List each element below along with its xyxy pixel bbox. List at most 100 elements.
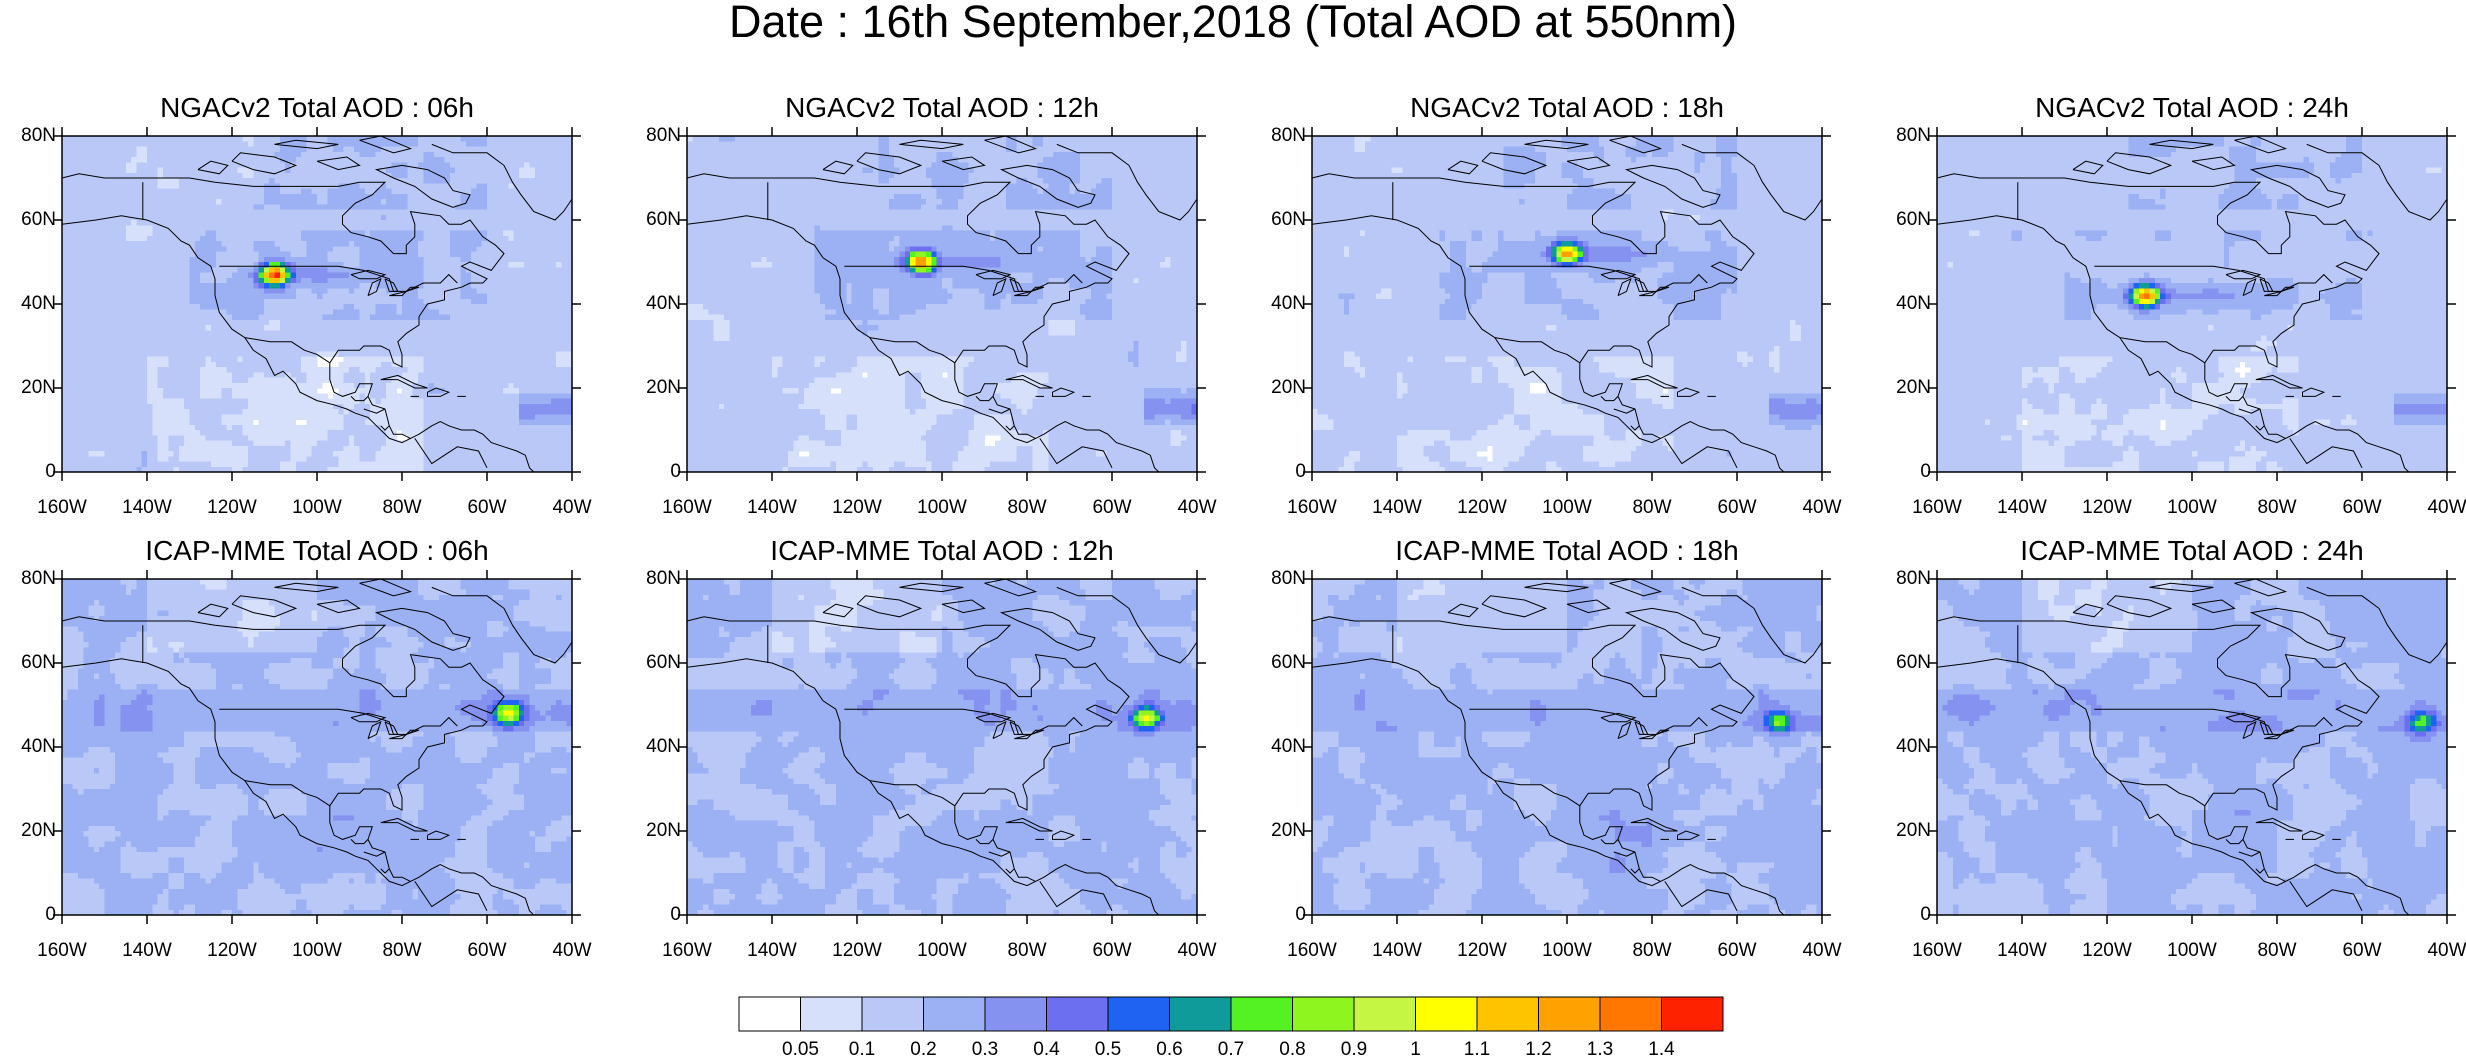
colorbar-label: 1.3 bbox=[1570, 1040, 1630, 1060]
lon-tick-label: 120W bbox=[1447, 498, 1517, 518]
lon-tick-label: 40W bbox=[1162, 498, 1232, 518]
panel-title: NGACv2 Total AOD : 24h bbox=[1937, 93, 2447, 123]
lon-tick-label: 40W bbox=[537, 498, 607, 518]
lat-tick-label: 20N bbox=[1871, 378, 1931, 398]
lon-tick-label: 60W bbox=[452, 498, 522, 518]
colorbar-swatch bbox=[1293, 997, 1355, 1031]
lon-tick-label: 80W bbox=[1617, 941, 1687, 961]
lon-tick-label: 100W bbox=[907, 941, 977, 961]
colorbar-swatch bbox=[1170, 997, 1232, 1031]
lon-tick-label: 40W bbox=[2412, 498, 2466, 518]
colorbar-swatch bbox=[739, 997, 801, 1031]
figure-title: Date : 16th September,2018 (Total AOD at… bbox=[0, 0, 2466, 44]
lon-tick-label: 120W bbox=[1447, 941, 1517, 961]
aod-map-panel bbox=[1937, 579, 2447, 915]
colorbar-swatch bbox=[985, 997, 1047, 1031]
lat-tick-label: 20N bbox=[1246, 821, 1306, 841]
colorbar-swatch bbox=[1662, 997, 1724, 1031]
lon-tick-label: 80W bbox=[2242, 498, 2312, 518]
lon-tick-label: 80W bbox=[367, 498, 437, 518]
colorbar-swatch bbox=[1108, 997, 1170, 1031]
colorbar-swatch bbox=[1416, 997, 1478, 1031]
lon-tick-label: 140W bbox=[1362, 498, 1432, 518]
colorbar-label: 0.1 bbox=[832, 1040, 892, 1060]
lon-tick-label: 80W bbox=[367, 941, 437, 961]
lat-tick-label: 40N bbox=[0, 294, 56, 314]
lat-tick-label: 80N bbox=[1246, 126, 1306, 146]
lon-tick-label: 60W bbox=[2327, 941, 2397, 961]
colorbar-label: 0.6 bbox=[1140, 1040, 1200, 1060]
lon-tick-label: 160W bbox=[27, 498, 97, 518]
lat-tick-label: 20N bbox=[621, 378, 681, 398]
lat-tick-label: 40N bbox=[621, 294, 681, 314]
colorbar-label: 1.1 bbox=[1447, 1040, 1507, 1060]
colorbar-swatch bbox=[1231, 997, 1293, 1031]
lat-tick-label: 60N bbox=[0, 210, 56, 230]
lon-tick-label: 120W bbox=[822, 941, 892, 961]
lon-tick-label: 120W bbox=[2072, 941, 2142, 961]
colorbar-swatch bbox=[862, 997, 924, 1031]
colorbar-label: 1 bbox=[1386, 1040, 1446, 1060]
lat-tick-label: 20N bbox=[621, 821, 681, 841]
lat-tick-label: 40N bbox=[1871, 737, 1931, 757]
lat-tick-label: 0 bbox=[1246, 905, 1306, 925]
lon-tick-label: 120W bbox=[2072, 498, 2142, 518]
panel-title: NGACv2 Total AOD : 12h bbox=[687, 93, 1197, 123]
lon-tick-label: 160W bbox=[652, 941, 722, 961]
colorbar-swatch bbox=[1539, 997, 1601, 1031]
panel-title: NGACv2 Total AOD : 18h bbox=[1312, 93, 1822, 123]
lat-tick-label: 60N bbox=[1871, 210, 1931, 230]
colorbar-label: 0.9 bbox=[1324, 1040, 1384, 1060]
lat-tick-label: 80N bbox=[1246, 569, 1306, 589]
lon-tick-label: 160W bbox=[1277, 941, 1347, 961]
panel-title: ICAP-MME Total AOD : 24h bbox=[1937, 536, 2447, 566]
lon-tick-label: 40W bbox=[1787, 498, 1857, 518]
colorbar-swatch bbox=[1477, 997, 1539, 1031]
lat-tick-label: 60N bbox=[1246, 210, 1306, 230]
lon-tick-label: 100W bbox=[1532, 498, 1602, 518]
lat-tick-label: 80N bbox=[1871, 569, 1931, 589]
lat-tick-label: 0 bbox=[0, 462, 56, 482]
colorbar-swatch bbox=[1354, 997, 1416, 1031]
lon-tick-label: 140W bbox=[1987, 498, 2057, 518]
lon-tick-label: 140W bbox=[737, 498, 807, 518]
colorbar-swatch bbox=[1047, 997, 1109, 1031]
lon-tick-label: 40W bbox=[537, 941, 607, 961]
lat-tick-label: 80N bbox=[621, 569, 681, 589]
lat-tick-label: 40N bbox=[1871, 294, 1931, 314]
lon-tick-label: 100W bbox=[2157, 498, 2227, 518]
lat-tick-label: 80N bbox=[621, 126, 681, 146]
colorbar-swatch bbox=[924, 997, 986, 1031]
lon-tick-label: 120W bbox=[197, 941, 267, 961]
lon-tick-label: 60W bbox=[1702, 498, 1772, 518]
panel-title: ICAP-MME Total AOD : 06h bbox=[62, 536, 572, 566]
aod-map-panel bbox=[687, 136, 1197, 472]
lon-tick-label: 100W bbox=[1532, 941, 1602, 961]
lon-tick-label: 120W bbox=[822, 498, 892, 518]
lon-tick-label: 160W bbox=[1902, 498, 1972, 518]
aod-map-panel bbox=[687, 579, 1197, 915]
lon-tick-label: 140W bbox=[112, 941, 182, 961]
lon-tick-label: 80W bbox=[992, 498, 1062, 518]
lon-tick-label: 160W bbox=[1902, 941, 1972, 961]
lon-tick-label: 100W bbox=[282, 498, 352, 518]
colorbar-swatch bbox=[1600, 997, 1662, 1031]
lat-tick-label: 80N bbox=[0, 126, 56, 146]
lat-tick-label: 40N bbox=[621, 737, 681, 757]
colorbar-swatches bbox=[738, 996, 1724, 1032]
lon-tick-label: 160W bbox=[27, 941, 97, 961]
lat-tick-label: 20N bbox=[1246, 378, 1306, 398]
lon-tick-label: 140W bbox=[112, 498, 182, 518]
lat-tick-label: 20N bbox=[0, 821, 56, 841]
lat-tick-label: 80N bbox=[1871, 126, 1931, 146]
lon-tick-label: 60W bbox=[452, 941, 522, 961]
lat-tick-label: 60N bbox=[0, 653, 56, 673]
lat-tick-label: 60N bbox=[621, 653, 681, 673]
colorbar-label: 1.2 bbox=[1509, 1040, 1569, 1060]
colorbar-label: 0.7 bbox=[1201, 1040, 1261, 1060]
lat-tick-label: 0 bbox=[1246, 462, 1306, 482]
colorbar-label: 0.5 bbox=[1078, 1040, 1138, 1060]
lon-tick-label: 140W bbox=[737, 941, 807, 961]
aod-map-panel bbox=[62, 136, 572, 472]
panel-title: NGACv2 Total AOD : 06h bbox=[62, 93, 572, 123]
